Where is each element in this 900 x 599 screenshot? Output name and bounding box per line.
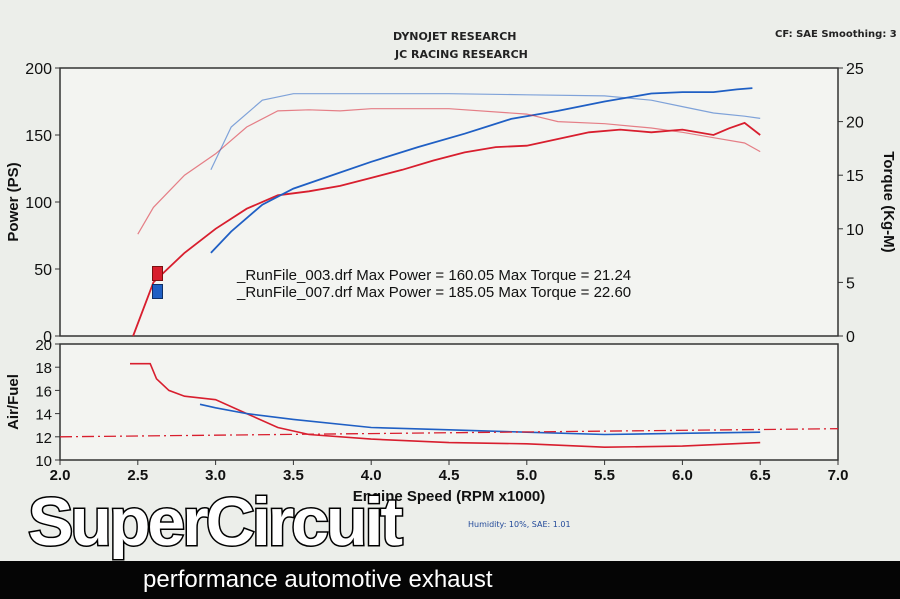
torque-tick-label: 15	[846, 168, 864, 185]
x-tick-label: 6.5	[750, 467, 771, 484]
header-line2: JC RACING RESEARCH	[395, 48, 528, 61]
run003-power-line	[132, 121, 761, 337]
x-tick-label: 2.5	[127, 467, 148, 484]
brand-tagline: performance automotive exhaust	[143, 566, 493, 593]
afr-tick-label: 12	[35, 430, 52, 447]
torque-tick-label: 10	[846, 222, 864, 239]
run007-power-line	[210, 87, 753, 254]
x-tick-label: 6.0	[672, 467, 693, 484]
footer-bar	[0, 561, 900, 599]
power-tick-label: 50	[34, 262, 52, 279]
torque-tick-label: 5	[846, 275, 855, 292]
x-tick-label: 7.0	[828, 467, 849, 484]
footnote-humidity: Humidity: 10%, SAE: 1.01	[468, 520, 571, 529]
header-line1: DYNOJET RESEARCH	[393, 30, 517, 43]
power-tick-label: 150	[25, 128, 52, 145]
afr-axis-label: Air/Fuel	[5, 374, 22, 430]
x-tick-label: 4.0	[361, 467, 382, 484]
x-tick-label: 5.5	[594, 467, 615, 484]
legend-swatch-run007	[152, 284, 163, 299]
run003-torque-line	[137, 108, 761, 235]
afr-tick-label: 20	[35, 337, 52, 354]
power-axis-label: Power (PS)	[5, 162, 22, 241]
afr-tick-label: 14	[35, 407, 52, 424]
torque-axis-label: Torque (Kg-M)	[880, 151, 897, 252]
x-axis-label: Engine Speed (RPM x1000)	[353, 488, 546, 505]
legend-entry-run007: _RunFile_007.drf Max Power = 185.05 Max …	[236, 284, 631, 301]
afr-tick-label: 16	[35, 383, 52, 400]
x-tick-label: 5.0	[516, 467, 537, 484]
power-tick-label: 200	[25, 61, 52, 78]
x-tick-label: 4.5	[439, 467, 460, 484]
x-tick-label: 2.0	[50, 467, 71, 484]
afr-tick-label: 18	[35, 360, 52, 377]
torque-tick-label: 25	[846, 61, 864, 78]
legend-swatch-run003	[152, 266, 163, 281]
settings-label: CF: SAE Smoothing: 3	[775, 29, 897, 40]
afr-plot-frame	[59, 343, 839, 461]
afr-tick-label: 10	[35, 453, 52, 470]
torque-tick-label: 0	[846, 329, 855, 346]
power-tick-label: 100	[25, 195, 52, 212]
run003-afr-line	[130, 362, 761, 449]
afr-target-line	[59, 428, 839, 438]
legend-entry-run003: _RunFile_003.drf Max Power = 160.05 Max …	[236, 267, 631, 284]
brand-logo: SuperCircuit	[26, 484, 404, 560]
x-tick-label: 3.5	[283, 467, 304, 484]
power-plot-frame	[59, 67, 839, 337]
torque-tick-label: 20	[846, 115, 864, 132]
run007-afr-line	[199, 403, 761, 436]
power-tick-label: 0	[43, 329, 52, 346]
run007-torque-line	[210, 93, 761, 171]
x-tick-label: 3.0	[205, 467, 226, 484]
